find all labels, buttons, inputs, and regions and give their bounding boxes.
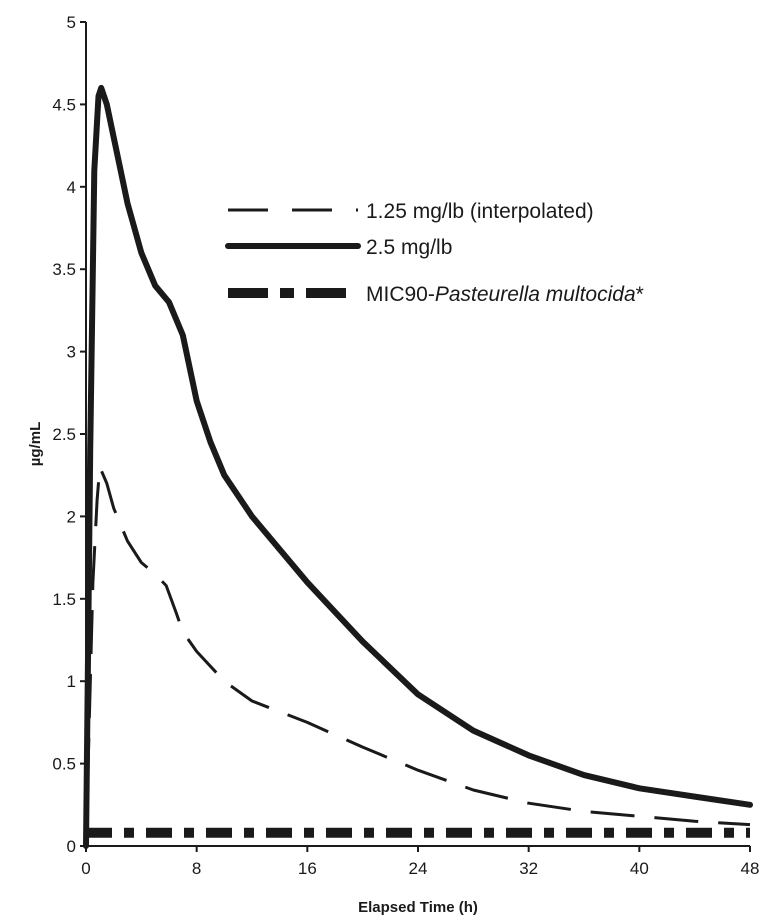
legend-label-3: MIC90-Pasteurella multocida*: [366, 283, 644, 306]
legend-item-1: 1.25 mg/lb (interpolated): [228, 200, 594, 223]
x-tick-label: 24: [409, 859, 428, 878]
legend-label-3-prefix: MIC90-: [366, 283, 435, 306]
x-tick-label: 0: [81, 859, 90, 878]
y-tick-label: 2.5: [52, 425, 76, 444]
legend-label-1: 1.25 mg/lb (interpolated): [366, 200, 594, 223]
legend-label-3-italic: Pasteurella multocida: [435, 283, 636, 306]
x-tick-label: 48: [741, 859, 760, 878]
axes-layer: [85, 22, 750, 847]
y-tick-label: 3.5: [52, 260, 76, 279]
series-layer: [83, 84, 753, 849]
y-tick-label: 1: [67, 672, 76, 691]
x-tick-label: 40: [630, 859, 649, 878]
x-tick-label: 16: [298, 859, 317, 878]
y-tick-label: 2: [67, 507, 76, 526]
y-tick-label: 4.5: [52, 95, 76, 114]
legend-item-3: MIC90-Pasteurella multocida*: [228, 283, 644, 306]
x-tick-label: 32: [519, 859, 538, 878]
legend-label-3-suffix: *: [636, 283, 644, 306]
x-axis-title: Elapsed Time (h): [358, 899, 478, 916]
y-tick-label: 4: [67, 178, 76, 197]
y-axis-title: µg/mL: [27, 422, 44, 466]
y-tick-label: 5: [67, 13, 76, 32]
legend-label-2: 2.5 mg/lb: [366, 236, 452, 259]
legend: 1.25 mg/lb (interpolated) 2.5 mg/lb MIC9…: [225, 200, 644, 306]
y-tick-label: 0.5: [52, 755, 76, 774]
y-tick-label: 3: [67, 343, 76, 362]
legend-item-2: 2.5 mg/lb: [225, 236, 452, 259]
ticks-layer: 0 0.5 1 1.5 2 2.5 3 3.5 4 4.5 5 0 8 16 24 32 40 48: [52, 13, 759, 878]
series-line-1: [84, 465, 751, 847]
x-tick-label: 8: [192, 859, 201, 878]
y-tick-label: 1.5: [52, 590, 76, 609]
y-tick-label: 0: [67, 837, 76, 856]
series-line-2: [83, 84, 753, 849]
